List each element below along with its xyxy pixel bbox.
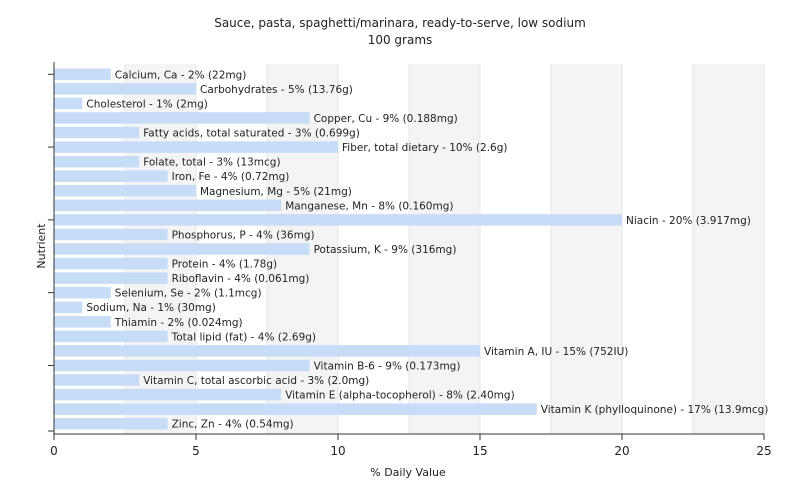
bar-label: Copper, Cu - 9% (0.188mg) [314, 113, 458, 125]
bar-label: Phosphorus, P - 4% (36mg) [172, 229, 315, 241]
bar-label: Vitamin A, IU - 15% (752IU) [484, 346, 628, 358]
bar-label: Iron, Fe - 4% (0.72mg) [172, 171, 290, 183]
bar [54, 228, 168, 241]
bar-label: Thiamin - 2% (0.024mg) [114, 317, 243, 329]
chart-subtitle: 100 grams [368, 33, 433, 47]
plot-area [54, 64, 765, 434]
bar [54, 417, 168, 430]
bar [54, 185, 196, 197]
bar [54, 359, 310, 372]
bar [54, 97, 83, 110]
grid-band [551, 64, 622, 434]
bar [54, 286, 111, 299]
grid-band [693, 64, 764, 434]
bar [54, 112, 310, 124]
bar-label: Sodium, Na - 1% (30mg) [86, 302, 215, 314]
bar-label: Niacin - 20% (3.917mg) [626, 215, 751, 227]
bar [54, 272, 168, 284]
bar-label: Protein - 4% (1.78g) [172, 259, 278, 271]
chart-title: Sauce, pasta, spaghetti/marinara, ready-… [214, 16, 586, 30]
x-tick-label: 0 [50, 444, 58, 458]
bar-label: Vitamin K (phylloquinone) - 17% (13.9mcg… [541, 404, 769, 416]
x-tick-label: 15 [472, 444, 487, 458]
bar [54, 330, 168, 343]
bar-label: Vitamin B-6 - 9% (0.173mg) [314, 360, 461, 372]
bar [54, 214, 622, 226]
x-tick-label: 5 [192, 444, 200, 458]
bar [54, 83, 196, 95]
bar-label: Carbohydrates - 5% (13.76g) [200, 84, 353, 96]
bar [54, 374, 140, 386]
x-tick-label: 20 [614, 444, 629, 458]
x-tick-label: 10 [330, 444, 345, 458]
bar-label: Fatty acids, total saturated - 3% (0.699… [143, 128, 360, 140]
bar [54, 170, 168, 182]
x-tick-label: 25 [756, 444, 771, 458]
bar [54, 316, 111, 328]
grid-band [409, 64, 480, 434]
bar-label: Vitamin E (alpha-tocopherol) - 8% (2.40m… [285, 390, 515, 402]
bar-label: Cholesterol - 1% (2mg) [86, 98, 207, 110]
x-axis-title: % Daily Value [370, 466, 446, 479]
bar [54, 126, 140, 139]
bar [54, 141, 338, 153]
bar-label: Fiber, total dietary - 10% (2.6g) [342, 142, 507, 154]
bar-label: Riboflavin - 4% (0.061mg) [172, 273, 310, 285]
bar-label: Manganese, Mn - 8% (0.160mg) [285, 200, 453, 212]
bar-label: Zinc, Zn - 4% (0.54mg) [172, 419, 294, 431]
bars-group: Calcium, Ca - 2% (22mg) Carbohydrates - 5… [54, 68, 769, 431]
bar [54, 345, 480, 357]
bar-label: Potassium, K - 9% (316mg) [314, 244, 457, 256]
bar [54, 199, 282, 212]
bar [54, 388, 282, 401]
bar [54, 243, 310, 255]
bar-label: Selenium, Se - 2% (1.1mcg) [115, 288, 262, 300]
bar [54, 68, 111, 81]
bar-label: Magnesium, Mg - 5% (21mg) [200, 186, 352, 198]
y-axis-title: Nutrient [35, 223, 48, 269]
bar-label: Total lipid (fat) - 4% (2.69g) [171, 331, 316, 343]
bar [54, 301, 83, 313]
bar-label: Folate, total - 3% (13mcg) [143, 157, 280, 169]
bar [54, 155, 140, 168]
bar [54, 403, 537, 415]
bar [54, 257, 168, 270]
bar-label: Vitamin C, total ascorbic acid - 3% (2.0… [143, 375, 369, 387]
bar-label: Calcium, Ca - 2% (22mg) [115, 69, 247, 81]
axes-group: 0 5 10 15 20 25 [48, 62, 772, 458]
